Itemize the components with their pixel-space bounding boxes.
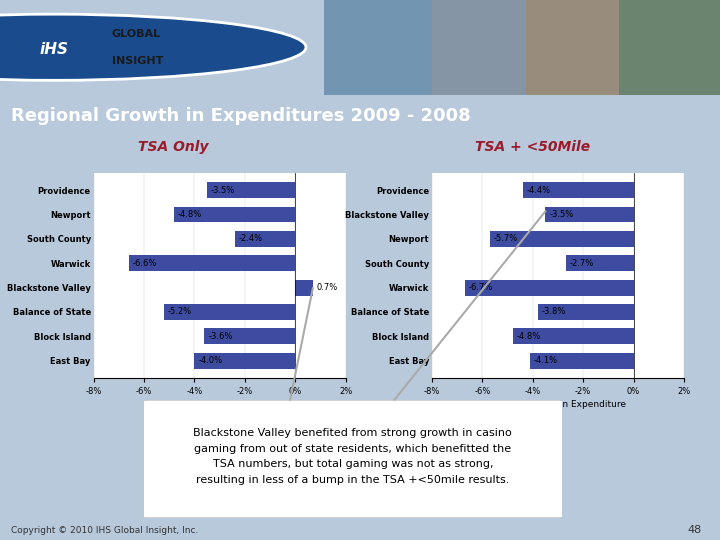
Text: -5.7%: -5.7% [494,234,518,244]
Bar [490,231,634,247]
Bar [619,0,720,94]
Text: 0.7%: 0.7% [317,283,338,292]
Bar [207,182,295,198]
Bar [465,280,634,295]
Text: -4.1%: -4.1% [534,356,558,365]
Bar [530,353,634,369]
Bar [295,280,312,295]
Bar [546,206,634,222]
Bar [174,206,295,222]
FancyBboxPatch shape [135,400,570,518]
Text: -3.6%: -3.6% [208,332,233,341]
Text: GLOBAL: GLOBAL [112,29,161,39]
Bar [566,255,634,271]
Text: Blackstone Valley benefited from strong growth in casino
gaming from out of stat: Blackstone Valley benefited from strong … [194,428,512,485]
Bar [523,182,634,198]
Text: -3.8%: -3.8% [541,307,566,316]
Bar [235,231,295,247]
Bar [204,328,295,345]
Text: -4.8%: -4.8% [516,332,541,341]
Text: TSA + <50Mile: TSA + <50Mile [475,140,590,154]
Text: -4.0%: -4.0% [198,356,222,365]
Text: -5.2%: -5.2% [168,307,192,316]
Text: -6.7%: -6.7% [469,283,493,292]
Text: -2.7%: -2.7% [570,259,593,268]
Text: Copyright © 2010 IHS Global Insight, Inc.: Copyright © 2010 IHS Global Insight, Inc… [11,525,198,535]
Text: 48: 48 [688,524,702,535]
Text: Regional Growth in Expenditures 2009 - 2008: Regional Growth in Expenditures 2009 - 2… [11,106,471,125]
Bar [526,0,619,94]
Text: INSIGHT: INSIGHT [112,56,163,66]
Bar [324,0,432,94]
Circle shape [0,14,306,80]
Bar [164,304,295,320]
Text: TSA Only: TSA Only [138,140,208,154]
Text: -2.4%: -2.4% [238,234,263,244]
Text: -6.6%: -6.6% [132,259,157,268]
Text: -3.5%: -3.5% [211,186,235,194]
Bar [194,353,295,369]
Text: -4.4%: -4.4% [526,186,551,194]
Text: -4.8%: -4.8% [178,210,202,219]
X-axis label: '08-'09 Growth in Expenditure: '08-'09 Growth in Expenditure [490,400,626,409]
Bar [432,0,526,94]
Bar [513,328,634,345]
Text: iHS: iHS [40,42,68,57]
X-axis label: '08-'09 Growth in Expenditure: '08-'09 Growth in Expenditure [152,400,287,409]
Bar [538,304,634,320]
Bar [129,255,295,271]
Text: -3.5%: -3.5% [549,210,573,219]
